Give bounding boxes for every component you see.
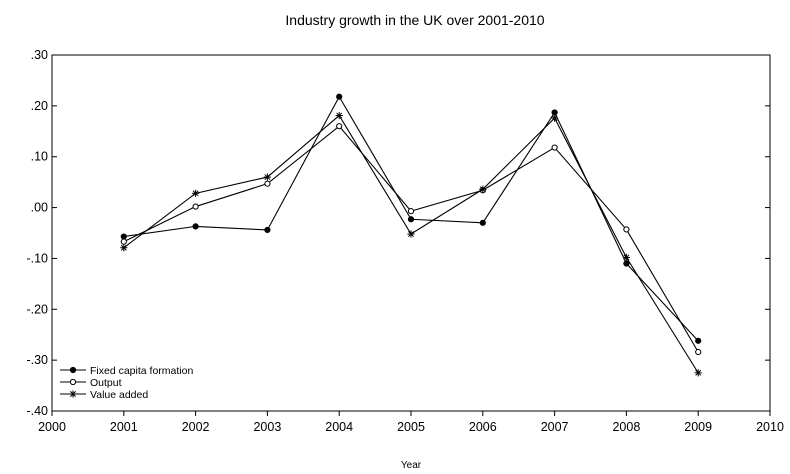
- data-point: [551, 109, 558, 116]
- data-point: [623, 260, 630, 267]
- data-point: [263, 173, 271, 181]
- series-0: [120, 93, 702, 344]
- x-tick-label: 2006: [469, 420, 497, 434]
- y-axis: .30 .20 .10 .00 -.10 -.20 -.30 -.40: [26, 48, 770, 418]
- data-point: [120, 244, 128, 252]
- y-tick-label: -.10: [26, 251, 48, 265]
- data-point: [192, 223, 199, 230]
- series-1: [120, 123, 702, 356]
- y-tick-label: -.20: [26, 302, 48, 316]
- data-point: [479, 219, 486, 226]
- data-point: [192, 203, 199, 210]
- data-point: [551, 144, 558, 151]
- y-tick-label: .10: [31, 150, 48, 164]
- x-tick-label: 2003: [253, 420, 281, 434]
- x-tick-label: 2000: [38, 420, 66, 434]
- data-point: [120, 238, 127, 245]
- legend-label: Output: [90, 377, 122, 389]
- x-tick-label: 2005: [397, 420, 425, 434]
- data-point: [407, 230, 415, 238]
- x-tick-label: 2009: [684, 420, 712, 434]
- y-tick-label: .20: [31, 99, 48, 113]
- data-point: [264, 226, 271, 234]
- y-tick-label: .30: [31, 48, 48, 62]
- data-point: [623, 226, 630, 233]
- x-axis: 2000 2001 2002 2003 2004 2005 2006 2007 2008 2009…: [38, 411, 784, 434]
- series-line: [123, 114, 699, 374]
- series-layer: [120, 93, 702, 377]
- data-point: [264, 180, 271, 187]
- legend-marker: [69, 390, 77, 398]
- data-point: [622, 253, 630, 262]
- series-line: [123, 125, 699, 353]
- data-point: [695, 348, 702, 356]
- x-tick-label: 2008: [612, 420, 640, 434]
- data-point: [694, 369, 702, 377]
- x-tick-label: 2010: [756, 420, 784, 434]
- legend-marker: [69, 366, 77, 374]
- legend-label: Value added: [90, 389, 148, 401]
- y-tick-label: -.30: [26, 353, 48, 367]
- data-point: [407, 216, 415, 223]
- data-point: [192, 189, 200, 197]
- data-point: [336, 93, 343, 100]
- x-axis-title: Year: [401, 460, 422, 471]
- series-2: [120, 111, 702, 377]
- x-tick-label: 2004: [325, 420, 353, 434]
- y-tick-label: .00: [31, 201, 48, 215]
- data-point: [120, 233, 127, 240]
- x-tick-label: 2007: [541, 420, 569, 434]
- x-tick-label: 2001: [110, 420, 138, 434]
- x-tick-label: 2002: [182, 420, 210, 434]
- legend-label: Fixed capita formation: [90, 365, 193, 377]
- data-point: [479, 185, 487, 193]
- data-point: [695, 337, 702, 344]
- chart-title: Industry growth in the UK over 2001-2010: [285, 12, 544, 28]
- data-point: [407, 208, 415, 215]
- data-point: [551, 114, 559, 122]
- legend-marker: [69, 378, 77, 386]
- data-point: [336, 123, 343, 130]
- data-point: [335, 111, 343, 120]
- y-tick-label: -.40: [26, 404, 48, 418]
